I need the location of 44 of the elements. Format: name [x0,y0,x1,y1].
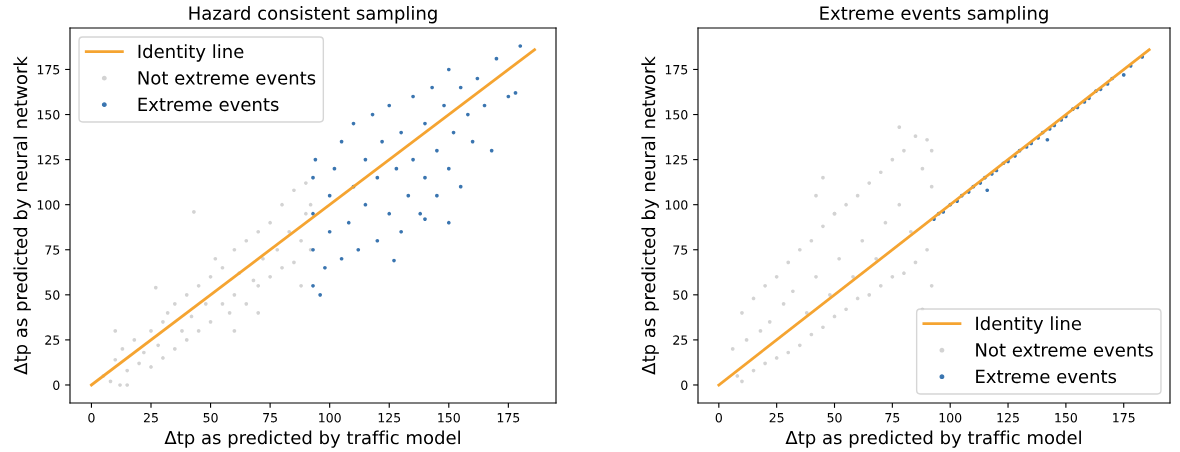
y-tick-label: 0 [53,380,60,390]
y-tick-label: 150 [37,110,60,120]
y-tick-label: 75 [673,245,688,255]
x-tick-label: 150 [438,412,460,423]
y-tick-label: 175 [37,65,60,75]
legend-label: Identity line [976,316,1081,334]
x-tick-label: 50 [827,412,842,423]
legend-label: Extreme events [138,97,279,112]
y-tick-label: 25 [45,335,60,345]
legend-label: Extreme events [976,369,1117,384]
y-tick-label: 125 [665,155,688,165]
x-tick-label: 0 [88,412,95,423]
y-tick-label: 50 [45,290,60,300]
y-axis-title: Δtp as predicted by neural network [641,56,659,375]
x-axis-title: Δtp as predicted by traffic model [164,430,460,448]
y-tick-label: 0 [681,380,688,390]
x-tick-label: 25 [769,412,784,423]
legend-label: Not extreme events [138,71,316,85]
chart-title: Extreme events sampling [820,5,1048,24]
x-tick-label: 150 [1055,412,1077,423]
y-axis-title: Δtp as predicted by neural network [13,56,31,375]
legend-label: Not extreme events [976,343,1153,357]
x-tick-label: 75 [263,413,277,423]
chart-title: Hazard consistent sampling [189,5,437,24]
x-tick-label: 25 [143,412,158,423]
y-tick-label: 150 [665,110,688,120]
y-tick-label: 25 [673,335,688,345]
x-tick-label: 175 [497,413,520,423]
x-tick-label: 100 [319,412,341,423]
y-tick-label: 75 [45,245,60,255]
x-tick-label: 125 [378,412,401,423]
x-tick-label: 50 [203,412,218,423]
x-tick-label: 0 [715,412,722,423]
x-tick-label: 175 [1113,413,1135,423]
y-tick-label: 125 [37,155,60,165]
x-axis-title: Δtp as predicted by traffic model [785,430,1081,448]
y-tick-label: 175 [665,65,688,75]
legend-label: Identity line [138,44,244,62]
x-tick-label: 100 [939,412,962,423]
y-tick-label: 100 [37,200,60,210]
x-tick-label: 75 [885,413,900,423]
y-tick-label: 50 [673,290,688,300]
x-tick-label: 125 [997,412,1019,423]
y-tick-label: 100 [665,200,688,210]
